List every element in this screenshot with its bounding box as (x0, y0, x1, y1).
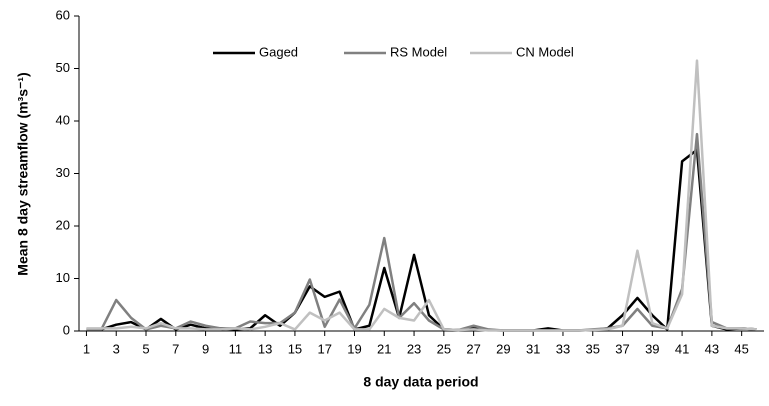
x-tick-label: 9 (202, 341, 209, 356)
x-axis-title: 8 day data period (363, 374, 478, 390)
y-tick-label: 60 (56, 7, 70, 22)
y-tick-label: 0 (63, 322, 70, 337)
y-tick-label: 50 (56, 60, 70, 75)
series-line (86, 59, 757, 332)
series-line (86, 148, 757, 332)
x-tick-label: 33 (556, 341, 570, 356)
x-tick-label: 43 (705, 341, 719, 356)
x-tick-label: 37 (615, 341, 629, 356)
x-tick-label: 39 (645, 341, 659, 356)
x-tick-label: 29 (496, 341, 510, 356)
x-tick-label: 15 (288, 341, 302, 356)
x-tick-label: 5 (142, 341, 149, 356)
x-tick-label: 17 (317, 341, 331, 356)
legend-label: RS Model (390, 44, 447, 59)
x-tick-label: 1 (83, 341, 90, 356)
x-tick-label: 7 (172, 341, 179, 356)
legend-label: CN Model (516, 44, 574, 59)
y-tick-label: 10 (56, 270, 70, 285)
x-tick-label: 11 (229, 341, 243, 356)
y-tick-label: 40 (56, 112, 70, 127)
x-tick-label: 19 (347, 341, 361, 356)
x-tick-label: 41 (675, 341, 689, 356)
legend-label: Gaged (259, 44, 298, 59)
x-tick-label: 31 (526, 341, 540, 356)
x-tick-label: 25 (437, 341, 451, 356)
x-tick-label: 35 (586, 341, 600, 356)
y-tick-label: 20 (56, 217, 70, 232)
x-tick-label: 21 (377, 341, 391, 356)
y-axis-title: Mean 8 day streamflow (m³s⁻¹) (15, 72, 31, 275)
x-tick-label: 3 (113, 341, 120, 356)
y-tick-label: 30 (56, 165, 70, 180)
x-tick-label: 13 (258, 341, 272, 356)
series-line (86, 132, 757, 332)
x-tick-label: 27 (466, 341, 480, 356)
x-tick-label: 45 (734, 341, 748, 356)
x-tick-label: 23 (407, 341, 421, 356)
